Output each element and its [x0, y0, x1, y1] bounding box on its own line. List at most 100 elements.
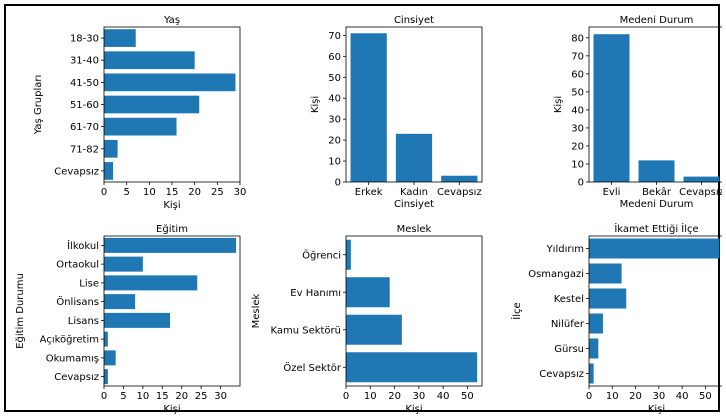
bar-egitim-5 — [104, 331, 108, 347]
chart-title: Medeni Durum — [620, 15, 694, 26]
bar-cinsiyet-2 — [441, 175, 478, 182]
x-tick-label: 0 — [101, 187, 107, 198]
figure-frame: Yaş 18-30 31-40 41-50 51-60 61-70 71-82 Cevapsı… — [4, 4, 722, 414]
y-tick-label: Özel Sektör — [283, 361, 342, 374]
axes-box — [345, 26, 483, 183]
x-tick-label: 30 — [652, 391, 665, 402]
y-tick-label: 40 — [571, 105, 584, 116]
bar-yas-2 — [104, 73, 236, 92]
x-tick-label: 10 — [606, 391, 619, 402]
x-tick-label: Kadın — [400, 187, 428, 198]
y-tick-label: 41-50 — [70, 78, 99, 89]
x-tick-label: 40 — [676, 391, 689, 402]
bar-meslek-2 — [346, 314, 402, 345]
axes-box — [345, 235, 483, 387]
y-tick-label: Okumamış — [46, 353, 99, 364]
x-tick-label: 20 — [175, 391, 188, 402]
x-tick-label: 5 — [123, 187, 129, 198]
y-tick-label: Kestel — [554, 294, 584, 305]
y-tick-label: Cevapsız — [54, 166, 99, 177]
y-tick-label: 70 — [328, 31, 341, 42]
y-tick-label: 50 — [328, 73, 341, 84]
bar-meslek-0 — [346, 239, 351, 270]
bar-cinsiyet-0 — [350, 33, 387, 182]
chart-egitim: Eğitim İlkokul Ortaokul Lise Önlisans Lisans A… — [14, 223, 241, 414]
x-tick-label: 0 — [343, 391, 349, 402]
y-axis-label: Yaş Grupları — [33, 75, 44, 136]
x-tick-label: 0 — [101, 391, 107, 402]
y-tick-label: 0 — [578, 178, 584, 189]
bar-yas-3 — [104, 95, 200, 114]
y-tick-label: Öğrenci — [302, 248, 341, 261]
y-axis-label: İlçe — [510, 302, 523, 319]
x-tick-label: 30 — [234, 187, 247, 198]
chart-title: İkamet Ettiği İlçe — [614, 222, 698, 235]
bar-ilce-3 — [589, 313, 603, 334]
y-tick-label: 30 — [571, 123, 584, 134]
y-tick-label: 60 — [571, 69, 584, 80]
y-tick-label: 31-40 — [70, 56, 99, 67]
y-tick-label: 51-60 — [70, 100, 99, 111]
bar-ilce-4 — [589, 338, 599, 359]
x-tick-label: Cevapsız — [679, 187, 722, 198]
y-tick-label: 60 — [328, 52, 341, 63]
x-tick-label: Erkek — [355, 187, 383, 198]
x-tick-label: 5 — [120, 391, 126, 402]
x-axis-label: Cinsiyet — [394, 199, 434, 210]
axes-box — [103, 235, 241, 387]
y-tick-label: 70 — [571, 51, 584, 62]
bar-egitim-0 — [104, 237, 237, 253]
x-axis-label: Medeni Durum — [620, 199, 694, 210]
y-tick-label: 10 — [328, 157, 341, 168]
y-tick-label: Önlisans — [56, 295, 99, 308]
x-tick-label: 30 — [214, 391, 227, 402]
bar-egitim-3 — [104, 294, 136, 310]
chart-title: Yaş — [163, 15, 180, 26]
chart-title: Eğitim — [156, 223, 188, 235]
y-axis-label: Kişi — [310, 96, 321, 113]
y-tick-label: Lisans — [68, 316, 99, 327]
y-tick-label: 71-82 — [70, 144, 99, 155]
bar-egitim-7 — [104, 369, 108, 385]
bar-yas-4 — [104, 117, 177, 136]
chart-title: Meslek — [397, 224, 432, 235]
charts-figure: Yaş 18-30 31-40 41-50 51-60 61-70 71-82 Cevapsı… — [14, 15, 722, 414]
x-tick-label: Evli — [603, 187, 621, 198]
y-tick-label: 80 — [571, 33, 584, 44]
y-tick-label: Cevapsız — [539, 369, 584, 380]
x-axis-label: Kişi — [163, 200, 180, 211]
y-tick-label: Gürsu — [554, 344, 584, 355]
bar-ilce-1 — [589, 263, 622, 284]
y-tick-label: 50 — [571, 87, 584, 98]
bar-medeni-1 — [638, 160, 675, 182]
chart-title: Cinsiyet — [394, 15, 434, 26]
y-tick-label: 20 — [571, 141, 584, 152]
x-tick-label: 25 — [211, 187, 224, 198]
x-axis-label: Kişi — [405, 404, 422, 414]
y-tick-label: Ortaokul — [56, 260, 99, 271]
y-tick-label: Cevapsız — [54, 372, 99, 383]
x-tick-label: 10 — [136, 391, 149, 402]
chart-meslek: Meslek Öğrenci Ev Hanımı Kamu Sektörü Özel S… — [251, 224, 483, 414]
x-tick-label: Bekâr — [642, 186, 672, 198]
axes-box — [588, 235, 722, 387]
x-tick-label: 50 — [699, 391, 712, 402]
y-tick-label: 40 — [328, 94, 341, 105]
bar-yas-1 — [104, 51, 195, 70]
y-axis-label: Eğitim Durumu — [14, 273, 26, 349]
y-tick-label: 18-30 — [70, 34, 99, 45]
x-tick-label: 30 — [412, 391, 425, 402]
bar-yas-6 — [104, 162, 114, 180]
x-tick-label: 25 — [195, 391, 208, 402]
bar-egitim-6 — [104, 350, 116, 366]
bar-yas-0 — [104, 29, 136, 47]
x-tick-label: 10 — [143, 187, 156, 198]
y-tick-label: Ev Hanımı — [290, 288, 341, 299]
y-tick-label: 10 — [571, 159, 584, 170]
y-tick-label: Kamu Sektörü — [270, 325, 341, 336]
y-tick-label: Açıköğretim — [40, 334, 99, 346]
chart-cinsiyet: Cinsiyet Erkek Kadın Cevapsız 0 10 20 30 40 50 60 7… — [310, 15, 483, 210]
y-tick-label: 20 — [328, 136, 341, 147]
bar-cinsiyet-1 — [395, 133, 433, 182]
